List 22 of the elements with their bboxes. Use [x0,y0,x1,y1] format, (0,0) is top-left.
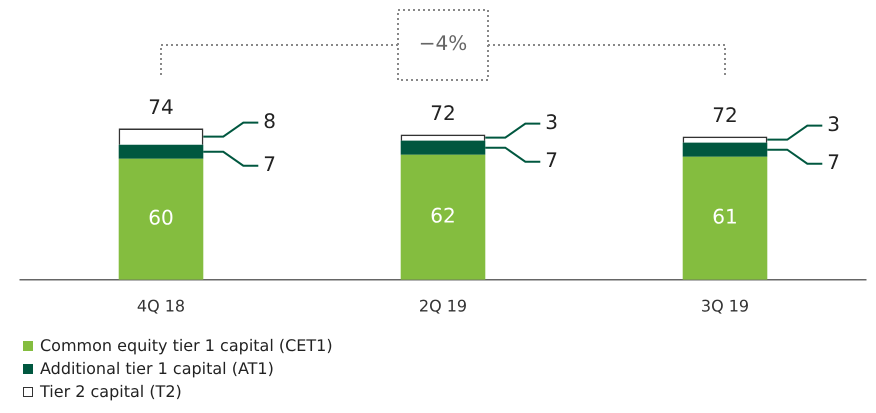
data-label: 60 [148,206,174,230]
data-label: 61 [712,204,738,228]
bar [682,156,768,280]
data-label: 7 [827,150,840,174]
x-tick-label: 4Q 18 [136,296,186,316]
bar [118,158,204,280]
total-label: 72 [712,102,738,127]
data-label: 7 [263,152,276,176]
data-label: 7 [545,148,558,172]
bar [400,154,486,280]
data-label: 3 [827,112,840,136]
data-label: 3 [545,110,558,134]
legend-label: Additional tier 1 capital (AT1) [40,358,274,379]
data-label: 62 [430,203,456,228]
x-tick-label: 3Q 19 [700,296,750,316]
legend-label: Common equity tier 1 capital (CET1) [40,335,333,356]
total-label: 74 [148,94,174,119]
legend-label: Tier 2 capital (T2) [40,381,182,402]
total-label: 72 [430,100,456,125]
data-label: 8 [263,108,276,133]
text: −4% [418,31,468,56]
x-tick-label: 2Q 19 [418,296,468,316]
